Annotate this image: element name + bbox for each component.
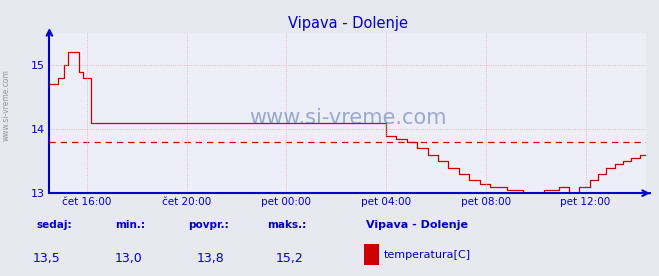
Text: min.:: min.:	[115, 220, 146, 230]
Text: www.si-vreme.com: www.si-vreme.com	[249, 108, 446, 128]
Text: temperatura[C]: temperatura[C]	[384, 250, 471, 260]
Title: Vipava - Dolenje: Vipava - Dolenje	[287, 15, 408, 31]
Text: 15,2: 15,2	[276, 252, 304, 265]
Text: maks.:: maks.:	[267, 220, 306, 230]
Text: 13,5: 13,5	[32, 252, 60, 265]
Text: www.si-vreme.com: www.si-vreme.com	[2, 69, 11, 141]
Text: Vipava - Dolenje: Vipava - Dolenje	[366, 220, 468, 230]
Text: povpr.:: povpr.:	[188, 220, 229, 230]
Text: 13,8: 13,8	[197, 252, 225, 265]
Text: 13,0: 13,0	[115, 252, 142, 265]
Text: sedaj:: sedaj:	[36, 220, 72, 230]
